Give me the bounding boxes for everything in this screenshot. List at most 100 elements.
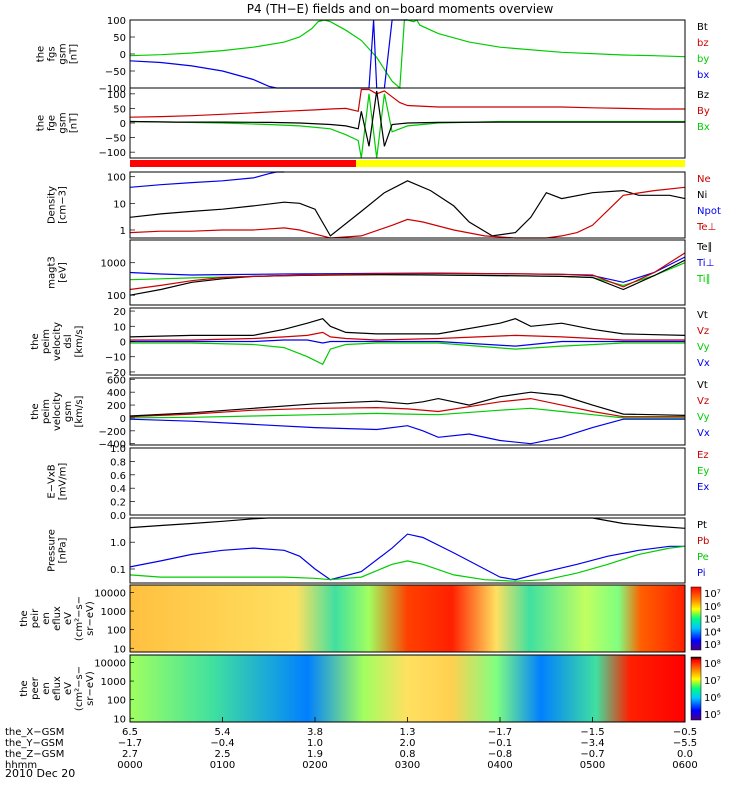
colorbar-tick-label: 10⁶ <box>704 693 721 704</box>
y-axis-label: en <box>41 682 52 695</box>
panel-8: 1.0 0.1 Pt Pb Pe Pi Pressure [nPa] <box>47 517 709 584</box>
date-label: 2010 Dec 20 <box>5 767 75 780</box>
y-axis-label: gsm <box>58 43 69 64</box>
x-tick-value: 0.0 <box>677 749 693 760</box>
y-axis-label: the <box>19 680 30 696</box>
panel-frame <box>129 584 686 653</box>
y-axis-label: peer <box>30 676 41 700</box>
y-axis-label: [eV] <box>58 262 69 283</box>
series-line-Vz <box>130 331 685 341</box>
y-axis-label: [nT] <box>69 113 80 133</box>
y-tick-label: 1.0 <box>110 444 126 455</box>
y-axis-label: eV <box>63 612 74 625</box>
panel-frame <box>129 239 686 306</box>
y-axis-label: [km/s] <box>74 325 85 357</box>
y-axis-label: eflux <box>52 676 63 701</box>
y-tick-label: 1000 <box>101 677 126 688</box>
panel-5: 20 10 0 −10 −20 Vt Vz Vy Vx the peim velocity dsl [km… <box>30 307 710 379</box>
x-tick-value: 1.9 <box>307 749 323 760</box>
series-line-Te⊥ <box>129 252 686 291</box>
x-tick-value: 1.0 <box>307 738 323 749</box>
legend-entry: Pi <box>697 568 706 579</box>
x-tick-value: 2.0 <box>400 738 416 749</box>
y-tick-label: 0.6 <box>110 471 126 482</box>
legend-entry: Vt <box>697 380 708 391</box>
series-line-Pe <box>129 545 686 582</box>
panel-10: 10⁸ 10⁷ 10⁶ 10⁵ 10000 1000 100 10 the peer en eflux… <box>19 654 721 725</box>
y-tick-label: 0 <box>120 414 126 425</box>
x-tick-value: 2.5 <box>215 749 231 760</box>
y-tick-label: 10 <box>113 322 126 333</box>
x-tick-value: 0200 <box>302 760 327 771</box>
y-axis-label: gsm <box>58 112 69 133</box>
panel-7: 1.0 0.8 0.6 0.4 0.2 0.0 Ez Ey Ex E−VxB [mV/m] <box>47 444 710 522</box>
y-axis-label: (cm²−s− <box>74 596 85 641</box>
y-tick-label: −200 <box>99 427 126 438</box>
legend-entry: Ex <box>697 482 709 493</box>
x-tick-value: 6.5 <box>122 727 138 738</box>
y-tick-label: 100 <box>107 90 126 101</box>
y-tick-label: 0.2 <box>110 498 126 509</box>
x-tick-value: 1.3 <box>400 727 416 738</box>
y-tick-label: 0 <box>120 119 126 130</box>
legend-entry: bx <box>697 70 709 81</box>
x-tick-value: 0300 <box>395 760 420 771</box>
colorbar-tick-label: 10⁶ <box>704 602 721 613</box>
y-axis-label: sr−eV) <box>85 671 96 706</box>
legend-entry: Vx <box>697 358 710 369</box>
y-axis-label: Density <box>47 186 58 224</box>
spacecraft-flag-bar-yellow <box>356 160 685 167</box>
series-line-Pi <box>129 533 685 581</box>
y-tick-label: 100 <box>107 291 126 302</box>
colorbar: 10⁸ 10⁷ 10⁶ 10⁵ <box>690 656 721 721</box>
y-tick-label: 600 <box>107 375 126 386</box>
legend-entry: by <box>697 54 709 65</box>
y-axis-label: peir <box>30 608 41 628</box>
y-tick-label: 50 <box>113 33 126 44</box>
x-tick-value: −1.7 <box>488 727 512 738</box>
y-axis-label: the <box>30 333 41 349</box>
y-tick-label: 1 <box>120 226 126 237</box>
y-tick-label: 10000 <box>94 588 126 599</box>
y-tick-label: 0 <box>120 338 126 349</box>
legend-entry: Ti∥ <box>696 274 711 285</box>
y-tick-label: 0.8 <box>110 457 126 468</box>
y-axis-label: velocity <box>52 392 63 431</box>
legend-entry: By <box>697 106 710 117</box>
y-axis-label: magt3 <box>47 256 58 289</box>
series-line-Pt <box>129 517 686 529</box>
y-tick-label: 100 <box>107 173 126 184</box>
y-axis-label: fgs <box>47 46 58 61</box>
y-tick-label: −50 <box>105 67 126 78</box>
colorbar-tick-label: 10⁵ <box>704 615 721 626</box>
y-tick-label: 100 <box>107 696 126 707</box>
panel-frame <box>129 447 686 516</box>
y-axis-label: eflux <box>52 606 63 631</box>
y-tick-label: 0.1 <box>110 565 126 576</box>
x-tick-value: 2.7 <box>122 749 138 760</box>
legend-entry: Vt <box>697 310 708 321</box>
y-axis-label: [cm−3] <box>58 186 69 224</box>
y-axis-label: velocity <box>52 322 63 361</box>
legend-entry: Pe <box>697 552 709 563</box>
series-line-Vy <box>130 342 685 366</box>
y-tick-label: 10 <box>113 644 126 655</box>
legend-entry: Vy <box>697 342 710 353</box>
legend-entry: Npot <box>697 206 721 217</box>
legend-entry: Bz <box>697 90 709 101</box>
figure-title: P4 (TH−E) fields and on−board moments ov… <box>247 2 554 16</box>
x-row-label: hhmm <box>5 760 37 771</box>
y-tick-label: −50 <box>105 134 126 145</box>
y-axis-label: [mV/m] <box>58 463 69 501</box>
y-axis-label: gsm <box>63 401 74 422</box>
legend-entry: bz <box>697 38 709 49</box>
y-axis-label: the <box>30 403 41 419</box>
panel-frame <box>129 377 686 446</box>
panel-frame <box>129 87 686 159</box>
legend-entry: Ti⊥ <box>696 258 714 269</box>
legend-entry: Pb <box>697 536 709 547</box>
y-axis-label: [nT] <box>69 44 80 64</box>
colorbar-tick-label: 10⁴ <box>704 627 721 638</box>
